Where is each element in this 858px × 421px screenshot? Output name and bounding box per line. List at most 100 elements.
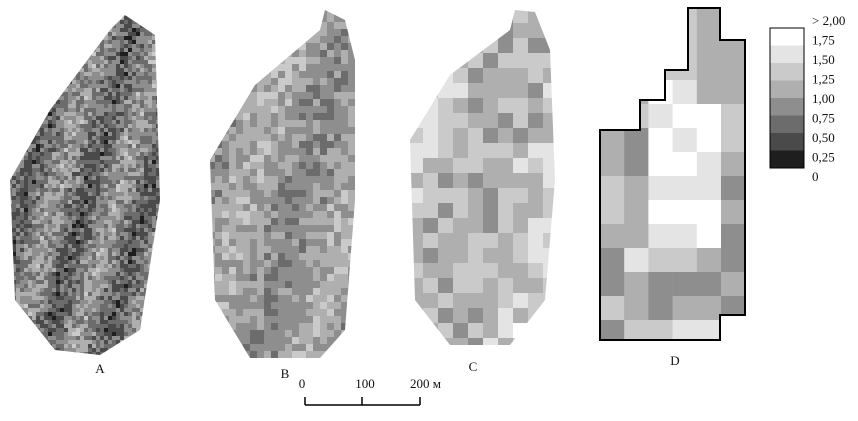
raster-cell	[116, 184, 120, 188]
raster-cell	[250, 337, 257, 344]
raster-cell	[136, 188, 140, 192]
raster-cell	[140, 16, 144, 20]
raster-cell	[320, 302, 327, 309]
raster-cell	[64, 344, 68, 348]
raster-cell	[112, 68, 116, 72]
raster-cell	[80, 176, 84, 180]
raster-cell	[116, 192, 120, 196]
raster-cell	[76, 32, 80, 36]
raster-cell	[271, 211, 278, 218]
raster-cell	[160, 336, 164, 340]
raster-cell	[72, 116, 76, 120]
raster-cell	[697, 248, 722, 273]
raster-cell	[229, 239, 236, 246]
raster-cell	[144, 108, 148, 112]
raster-cell	[64, 112, 68, 116]
raster-cell	[108, 204, 112, 208]
raster-cell	[16, 352, 20, 356]
raster-cell	[84, 204, 88, 208]
raster-cell	[84, 348, 88, 352]
raster-cell	[8, 40, 12, 44]
raster-cell	[68, 88, 72, 92]
raster-cell	[64, 76, 68, 80]
raster-cell	[132, 224, 136, 228]
raster-cell	[80, 60, 84, 64]
raster-cell	[12, 148, 16, 152]
raster-cell	[104, 36, 108, 40]
raster-cell	[144, 188, 148, 192]
raster-cell	[327, 50, 334, 57]
raster-cell	[24, 212, 28, 216]
raster-cell	[40, 352, 44, 356]
raster-cell	[40, 344, 44, 348]
raster-cell	[60, 352, 64, 356]
raster-cell	[334, 351, 341, 358]
raster-cell	[52, 284, 56, 288]
raster-cell	[313, 15, 320, 22]
raster-cell	[355, 92, 362, 99]
raster-cell	[108, 292, 112, 296]
raster-cell	[257, 127, 264, 134]
raster-cell	[236, 22, 243, 29]
raster-cell	[48, 316, 52, 320]
raster-cell	[52, 32, 56, 36]
raster-cell	[92, 256, 96, 260]
raster-cell	[313, 148, 320, 155]
raster-cell	[48, 176, 52, 180]
raster-cell	[96, 104, 100, 108]
raster-cell	[72, 300, 76, 304]
raster-cell	[20, 148, 24, 152]
raster-cell	[136, 308, 140, 312]
raster-cell	[80, 128, 84, 132]
raster-cell	[236, 85, 243, 92]
raster-cell	[24, 296, 28, 300]
raster-cell	[156, 248, 160, 252]
raster-cell	[32, 304, 36, 308]
raster-cell	[160, 112, 164, 116]
raster-cell	[20, 184, 24, 188]
raster-cell	[60, 248, 64, 252]
raster-cell	[120, 296, 124, 300]
raster-cell	[52, 316, 56, 320]
raster-cell	[92, 220, 96, 224]
raster-cell	[68, 56, 72, 60]
raster-cell	[80, 160, 84, 164]
raster-cell	[16, 176, 20, 180]
raster-cell	[88, 272, 92, 276]
raster-cell	[40, 324, 44, 328]
raster-cell	[88, 28, 92, 32]
raster-cell	[72, 352, 76, 356]
raster-cell	[468, 248, 483, 263]
raster-cell	[140, 216, 144, 220]
raster-cell	[132, 240, 136, 244]
raster-cell	[334, 85, 341, 92]
raster-cell	[257, 316, 264, 323]
raster-cell	[112, 72, 116, 76]
raster-cell	[44, 36, 48, 40]
raster-cell	[292, 288, 299, 295]
raster-cell	[128, 296, 132, 300]
raster-cell	[28, 304, 32, 308]
raster-cell	[229, 260, 236, 267]
raster-cell	[140, 164, 144, 168]
raster-cell	[423, 278, 438, 293]
raster-cell	[152, 176, 156, 180]
raster-cell	[600, 104, 625, 129]
raster-cell	[128, 260, 132, 264]
raster-cell	[68, 200, 72, 204]
raster-cell	[271, 85, 278, 92]
raster-cell	[285, 232, 292, 239]
raster-cell	[215, 183, 222, 190]
raster-cell	[96, 268, 100, 272]
raster-cell	[132, 180, 136, 184]
raster-cell	[36, 204, 40, 208]
raster-cell	[104, 104, 108, 108]
raster-cell	[160, 224, 164, 228]
raster-cell	[44, 80, 48, 84]
raster-cell	[136, 300, 140, 304]
raster-cell	[483, 8, 498, 23]
raster-cell	[140, 204, 144, 208]
raster-cell	[148, 60, 152, 64]
raster-cell	[271, 71, 278, 78]
raster-cell	[100, 344, 104, 348]
